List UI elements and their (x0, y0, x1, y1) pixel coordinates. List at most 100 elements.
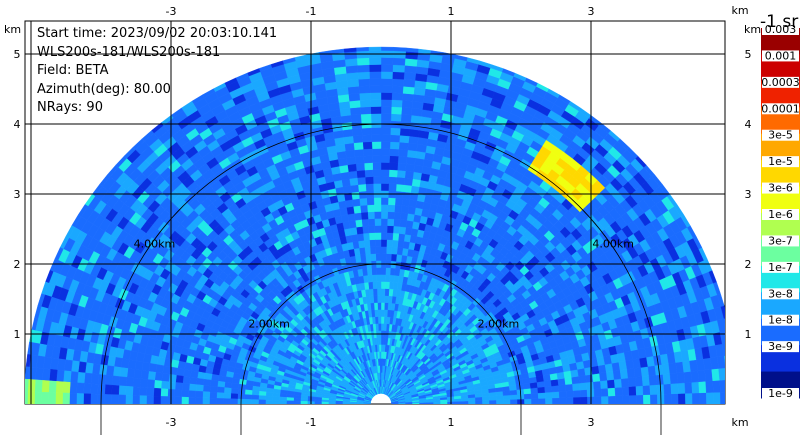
heatmap-cell (386, 218, 395, 227)
heatmap-cell (202, 391, 211, 399)
heatmap-cell (368, 232, 376, 241)
heatmap-cell (488, 395, 497, 401)
heatmap-cell (389, 267, 396, 276)
heatmap-cell (380, 183, 389, 191)
heatmap-cell (363, 403, 371, 404)
heatmap-cell (359, 204, 368, 213)
heatmap-cell (404, 58, 418, 67)
heatmap-cell (544, 391, 553, 399)
heatmap-cell (160, 388, 169, 397)
heatmap-cell (352, 134, 363, 144)
heatmap-cell (380, 141, 391, 149)
colorbar-label-bg (762, 341, 799, 353)
heatmap-cell (196, 377, 205, 386)
range-ring-label: 2.00km (248, 318, 290, 331)
heatmap-cell (209, 391, 218, 399)
heatmap-cell (727, 379, 735, 392)
heatmap-cell (139, 395, 147, 404)
heatmap-cell (369, 92, 382, 100)
heatmap-cell (370, 253, 377, 262)
x-tick-label-top: -1 (306, 5, 317, 18)
heatmap-cell (25, 391, 28, 404)
heatmap-cell (375, 253, 382, 261)
heatmap-cell (530, 387, 539, 394)
heatmap-cell (376, 274, 382, 282)
heatmap-cell (387, 197, 396, 206)
heatmap-cell (251, 394, 260, 400)
heatmap-cell (348, 99, 361, 109)
colorbar-label-bg (762, 76, 799, 88)
heatmap-cell (392, 71, 405, 80)
heatmap-cell (697, 369, 706, 383)
heatmap-cell (377, 323, 382, 331)
heatmap-cell (600, 387, 609, 397)
heatmap-cell (175, 375, 184, 384)
heatmap-cell (375, 239, 382, 247)
heatmap-cell (389, 155, 399, 164)
heatmap-cell (690, 370, 699, 383)
heatmap-cell (371, 141, 382, 149)
heatmap-cell (350, 184, 359, 193)
heatmap-cell (388, 169, 398, 178)
heatmap-cell (380, 57, 394, 65)
heatmap-cell (111, 375, 121, 386)
heatmap-cell (558, 384, 567, 392)
colorbar-level-label: 3e-9 (768, 340, 793, 353)
heatmap-cell (146, 387, 155, 397)
colorbar-level-label: 3e-5 (768, 129, 793, 142)
colorbar-level-label: 0.0001 (761, 102, 800, 115)
heatmap-cell (537, 392, 546, 399)
heatmap-cell (56, 369, 65, 383)
heatmap-cell (389, 141, 400, 150)
heatmap-cell (634, 376, 644, 387)
heatmap-cell (406, 149, 417, 159)
heatmap-cell (408, 128, 420, 138)
heatmap-cell (619, 369, 629, 380)
heatmap-cell (371, 267, 377, 276)
heatmap-cell (393, 46, 407, 52)
heatmap-cell (354, 219, 363, 228)
heatmap-cell (160, 380, 169, 390)
heatmap-cell (544, 385, 553, 393)
heatmap-cell (720, 391, 725, 404)
heatmap-cell (495, 395, 504, 401)
heatmap-cell (380, 274, 386, 282)
colorbar-label-bg (762, 314, 799, 326)
heatmap-cell (125, 385, 134, 396)
heatmap-cell (202, 385, 211, 393)
heatmap-cell (565, 383, 574, 392)
heatmap-cell (551, 391, 560, 399)
heatmap-cell (663, 383, 672, 395)
x-tick-label-bottom: -1 (306, 416, 317, 429)
heatmap-cell (189, 376, 198, 385)
heatmap-cell (380, 316, 385, 324)
heatmap-cell (669, 372, 679, 384)
heatmap-cell (402, 79, 416, 88)
heatmap-cell (396, 169, 406, 178)
heatmap-cell (369, 71, 382, 79)
heatmap-cell (132, 386, 141, 396)
heatmap-cell (705, 380, 714, 393)
heatmap-cell (380, 134, 391, 142)
heatmap-cell (349, 402, 357, 404)
heatmap-cell (721, 343, 725, 357)
heatmap-cell (389, 148, 400, 157)
heatmap-cell (406, 213, 415, 222)
heatmap-cell (384, 281, 390, 290)
heatmap-cell (90, 373, 100, 385)
heatmap-cell (375, 267, 382, 275)
heatmap-cell (468, 400, 476, 404)
heatmap-cell (111, 384, 120, 396)
heatmap-cell (390, 106, 403, 115)
heatmap-cell (83, 372, 93, 384)
heatmap-cell (368, 46, 382, 51)
heatmap-cell (223, 392, 232, 399)
colorbar-title: -1 sr (760, 12, 798, 32)
heatmap-cell (573, 396, 581, 404)
heatmap-cell (685, 392, 693, 404)
heatmap-cell (49, 368, 58, 382)
heatmap-cell (396, 176, 406, 185)
heatmap-cell (346, 156, 357, 166)
heatmap-cell (351, 127, 363, 137)
